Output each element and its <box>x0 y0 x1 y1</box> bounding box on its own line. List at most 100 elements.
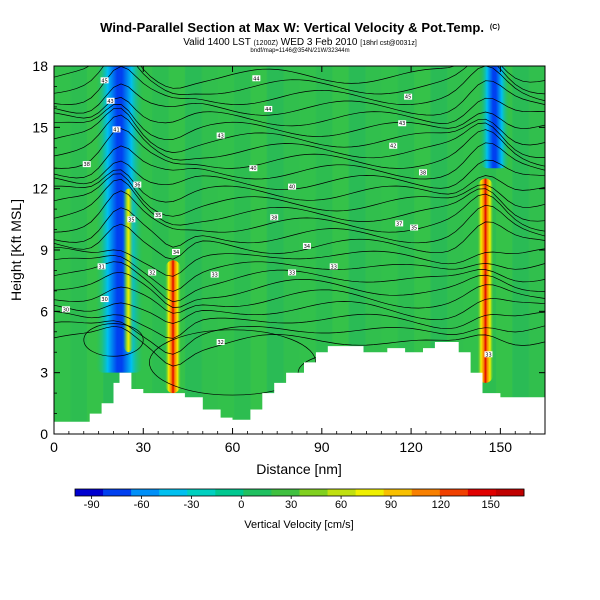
isentrope-label-box <box>61 306 70 313</box>
colorbar-swatch <box>383 489 413 496</box>
isentrope-label: 38 <box>84 162 90 168</box>
isentrope-line <box>54 66 545 89</box>
updraft-1 <box>477 178 494 383</box>
isentrope-label: 38 <box>271 215 277 221</box>
plot-area: 45 43 41 38 36 35 35 34 32 31 30 30 44 44 43 40 40 38 34 33… <box>54 66 545 434</box>
isentrope-label-box <box>404 93 413 100</box>
field-band <box>184 66 203 434</box>
isentrope-label-box <box>395 220 404 227</box>
downdraft-0 <box>95 66 144 373</box>
field-band <box>381 66 399 434</box>
isentrope-line <box>83 323 144 357</box>
colorbar-swatch <box>187 489 216 496</box>
isentrope-line <box>54 114 545 161</box>
chart-title-text: Wind-Parallel Section at Max W: Vertical… <box>100 20 485 35</box>
isentrope-label: 35 <box>128 217 134 223</box>
valid-time-line: Valid 1400 LST (1200Z) WED 3 Feb 2010 [1… <box>0 37 600 48</box>
colorbar-swatch <box>159 489 188 496</box>
colorbar-title: Vertical Velocity [cm/s] <box>244 519 353 531</box>
isentrope-label-box <box>264 105 273 112</box>
isentrope-label-box <box>398 120 407 127</box>
x-tick-label: 60 <box>225 439 241 455</box>
colorbar: -90 -60 -30 0 30 60 90 120 150 <box>74 488 525 511</box>
valid-time: Valid 1400 LST <box>183 37 251 48</box>
isentrope-label-box <box>302 242 311 249</box>
y-tick-label: 12 <box>32 181 48 197</box>
isentrope-label: 43 <box>107 99 113 105</box>
isentrope-label: 44 <box>265 107 271 113</box>
colorbar-tick-label: -60 <box>134 499 150 511</box>
y-tick-label: 9 <box>40 242 48 258</box>
isentrope-label: 32 <box>217 340 223 346</box>
y-tick-label: 18 <box>32 58 48 74</box>
isentrope-label: 30 <box>63 307 69 313</box>
isentrope-line <box>54 254 545 292</box>
isentrope-label: 42 <box>390 144 396 150</box>
isentrope-line <box>54 97 545 127</box>
isentrope-label-box <box>210 271 219 278</box>
colorbar-swatch <box>271 489 300 496</box>
valid-utc: (1200Z) <box>253 40 278 47</box>
isentrope-label-box <box>389 142 398 149</box>
isentrope-line <box>54 104 545 141</box>
isentrope-line <box>54 107 545 153</box>
field-band <box>266 66 285 434</box>
isentrope-label: 33 <box>289 270 295 276</box>
isentrope-label: 33 <box>331 264 337 270</box>
isentrope-label-box <box>133 181 142 188</box>
isentrope-line <box>54 66 545 95</box>
isentrope-label: 31 <box>98 264 104 270</box>
field-band <box>234 66 252 434</box>
isentrope-label-box <box>484 351 493 358</box>
y-tick-label: 6 <box>40 303 48 319</box>
isentrope-label-box <box>172 249 181 256</box>
chart-title: Wind-Parallel Section at Max W: Vertical… <box>0 20 600 35</box>
colorbar-swatch <box>439 489 469 496</box>
x-axis-title: Distance [nm] <box>256 461 342 477</box>
field-band <box>512 66 530 434</box>
isentrope-line <box>54 66 545 105</box>
colorbar-swatch <box>299 489 329 496</box>
isentrope-label: 34 <box>304 244 310 250</box>
colorbar-swatch <box>467 489 497 496</box>
field-band <box>397 66 416 434</box>
isentrope-label-box <box>127 216 136 223</box>
isentrope-line <box>54 190 545 233</box>
isentrope-label: 33 <box>212 273 218 279</box>
isentrope-label: 32 <box>149 270 155 276</box>
isentrope-line <box>54 271 545 308</box>
isentrope-label: 45 <box>405 95 411 101</box>
isentrope-line <box>54 142 545 180</box>
field-band <box>332 66 350 434</box>
isentrope-labels: 45 43 41 38 36 35 35 34 32 31 30 30 44 44 43 40 40 38 34 33… <box>61 75 493 358</box>
colorbar-swatch <box>327 489 357 496</box>
updraft-2 <box>123 188 134 353</box>
isentrope-label-box <box>270 214 279 221</box>
y-tick-label: 3 <box>40 365 48 381</box>
isentrope-label: 43 <box>399 121 405 127</box>
y-tick-label: 15 <box>32 119 48 135</box>
isentrope-line <box>54 159 545 191</box>
isentrope-line <box>54 284 545 314</box>
isentrope-lines <box>54 66 545 396</box>
isentrope-line <box>54 246 545 277</box>
isentrope-line <box>54 325 545 367</box>
colorbar-swatch <box>243 489 272 496</box>
field-band <box>348 66 366 434</box>
isentrope-label-box <box>216 132 225 139</box>
isentrope-label: 35 <box>411 226 417 232</box>
x-tick-label: 0 <box>50 439 58 455</box>
isentrope-label-box <box>100 296 109 303</box>
isentrope-label: 40 <box>250 166 256 172</box>
isentrope-label: 30 <box>101 297 107 303</box>
updraft-0 <box>164 260 182 394</box>
isentrope-label: 43 <box>217 134 223 140</box>
colorbar-swatch <box>495 489 525 496</box>
isentrope-label-box <box>97 263 106 270</box>
isentrope-label-box <box>148 269 157 276</box>
y-tick-label: 0 <box>40 426 48 442</box>
field-band <box>283 66 301 434</box>
field-band <box>70 66 88 434</box>
isentrope-label-box <box>288 183 297 190</box>
